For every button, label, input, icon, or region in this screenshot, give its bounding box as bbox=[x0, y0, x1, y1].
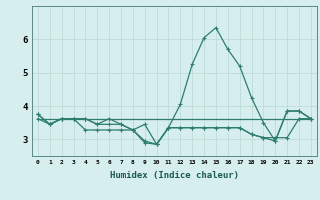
X-axis label: Humidex (Indice chaleur): Humidex (Indice chaleur) bbox=[110, 171, 239, 180]
